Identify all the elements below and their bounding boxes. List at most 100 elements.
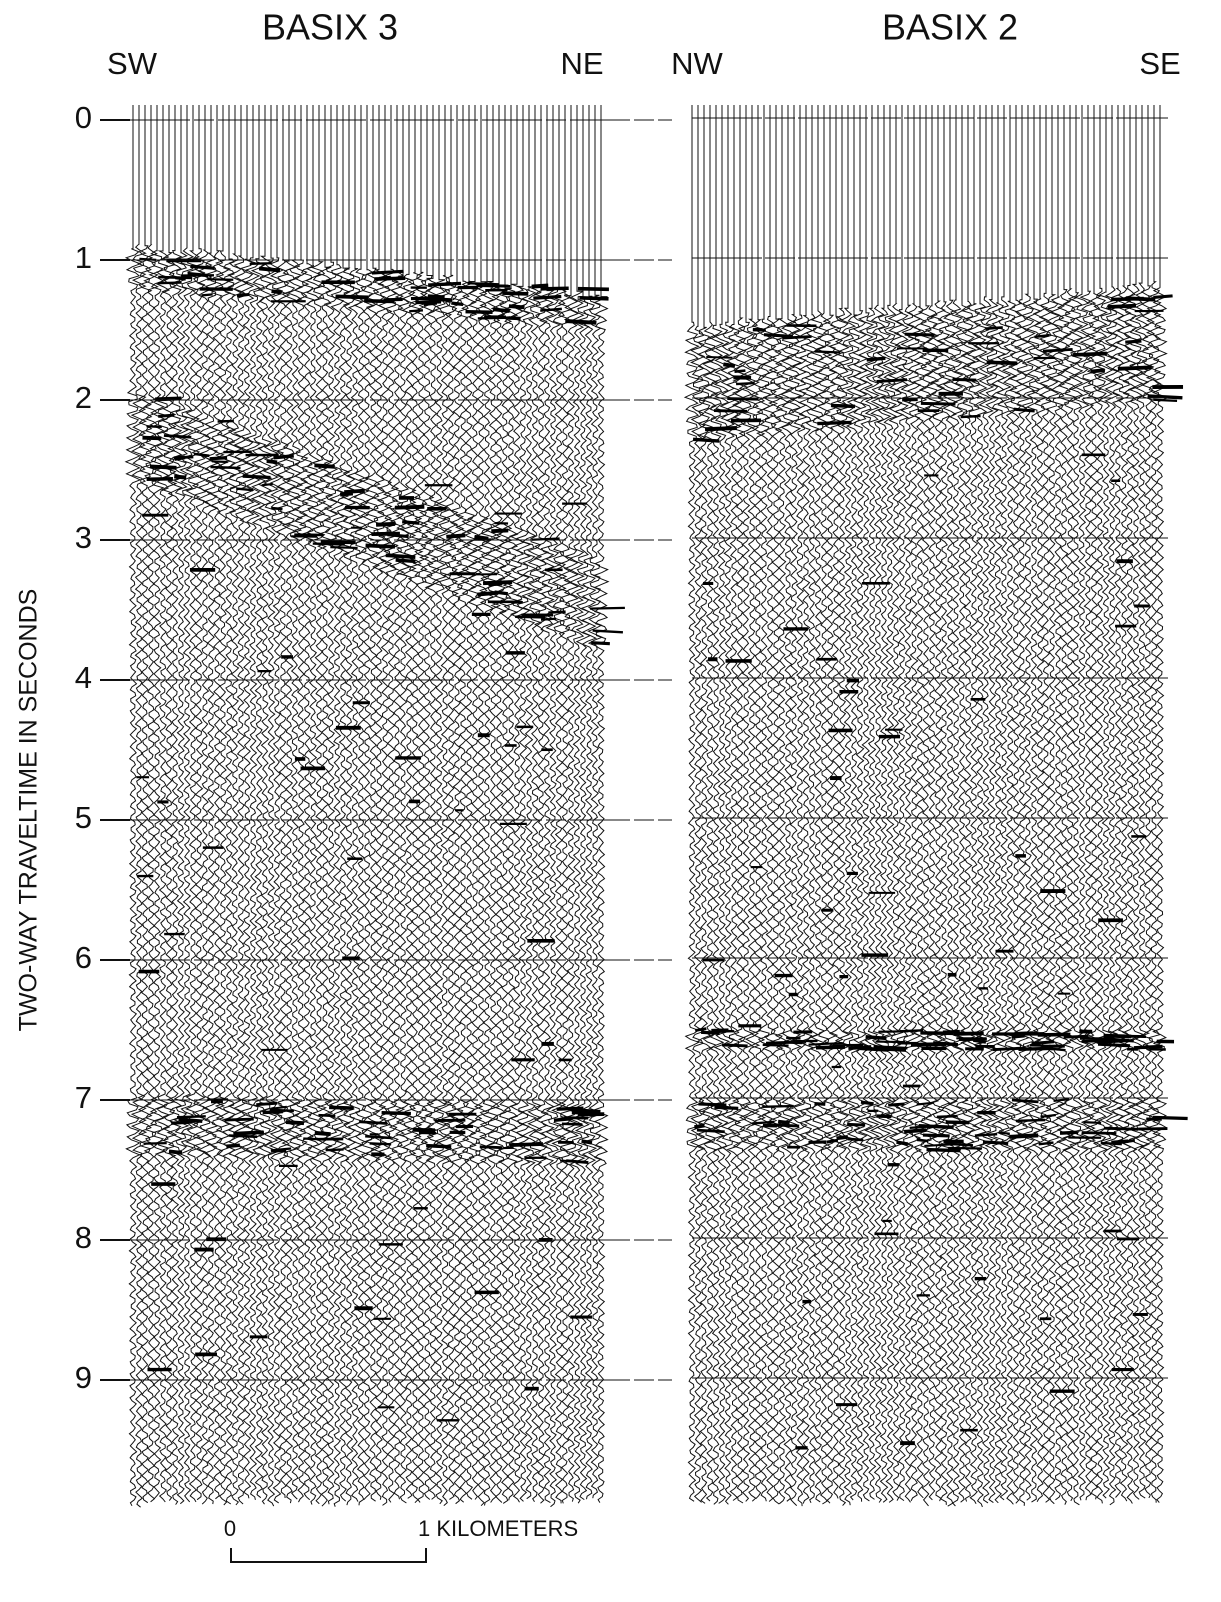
trace [683,105,701,1502]
reflector [565,319,597,325]
trace [124,105,142,1507]
reflector [847,1137,864,1142]
reflector [1011,1098,1039,1104]
reflector [209,455,228,461]
reflector [1040,1113,1056,1119]
reflector [945,1142,974,1147]
reflector [901,1029,924,1033]
reflector [158,275,193,280]
reflector [1153,398,1178,402]
reflector [579,295,609,301]
trace [514,105,532,1502]
trace [864,105,880,1500]
direction-label: SE [1139,46,1180,81]
trace [1055,105,1073,1505]
seismic-traces [124,105,1188,1508]
scale-end: 1 KILOMETERS [418,1516,578,1541]
reflector [570,1108,601,1114]
reflector [531,283,549,289]
reflector [998,1131,1010,1135]
trace [1145,105,1162,1503]
reflector [365,1135,392,1140]
trace [436,105,454,1506]
reflector [960,414,981,419]
reflector [1114,1034,1147,1039]
trace [221,105,238,1505]
reflector [1100,1141,1122,1146]
trace [454,105,472,1503]
reflector [762,1104,794,1108]
reflector [953,1031,984,1036]
reflector [916,1138,929,1143]
reflector [409,309,424,313]
reflector [224,1117,254,1122]
reflector [982,1140,1009,1146]
trace [1127,105,1145,1500]
reflector [1063,1034,1089,1039]
trace [839,105,857,1506]
reflector [974,1132,998,1137]
reflector [1107,1037,1134,1043]
reflector [817,420,852,426]
reflector [318,1113,336,1118]
reflector [325,1148,344,1152]
reflector [1009,1133,1039,1139]
trace [815,105,833,1505]
reflector [258,266,281,273]
reflector [847,1122,866,1127]
reflector [694,1027,707,1032]
trace [978,105,995,1504]
y-ticks: 0 1 2 3 4 5 6 7 8 9 [75,100,1168,1395]
trace [828,105,845,1499]
trace [989,105,1007,1504]
reflector [256,1101,278,1107]
reflector [210,465,241,470]
reflector [1117,365,1152,371]
trace [857,105,875,1502]
reflector [428,281,462,287]
trace [1013,105,1031,1506]
reflector [508,304,525,310]
reflector [577,286,609,292]
trace [130,105,148,1508]
trace [485,105,502,1503]
y-tick-label: 1 [75,240,92,275]
direction-label: NE [560,46,603,81]
trace [876,105,893,1503]
trace [382,105,400,1503]
reflector [540,286,569,291]
reflector [1083,1121,1102,1125]
reflector [916,1101,934,1106]
reflector [270,1147,292,1152]
reflector [1147,394,1183,400]
trace [346,105,364,1502]
trace [893,105,911,1502]
reflector [467,281,499,286]
reflector [168,1149,183,1155]
reflector [540,617,557,621]
reflector [808,1041,843,1046]
reflector [904,1128,927,1134]
trace [1109,105,1127,1498]
trace [298,105,316,1501]
trace [592,105,610,1503]
reflector [694,1123,705,1129]
trace [1049,105,1067,1501]
reflector [589,606,625,610]
reflector [427,294,445,300]
reflector [394,504,425,510]
reflector [763,333,793,338]
reflector [926,1147,961,1153]
reflector [146,425,162,429]
reflector [249,262,272,266]
scale-start: 0 [224,1516,236,1541]
trace [1139,105,1157,1499]
trace [544,105,562,1508]
reflector [173,455,194,460]
trace [756,105,772,1502]
reflector [815,1045,846,1050]
reflector [271,506,283,511]
reflector [734,369,746,374]
reflector [548,610,566,614]
trace [966,105,983,1504]
